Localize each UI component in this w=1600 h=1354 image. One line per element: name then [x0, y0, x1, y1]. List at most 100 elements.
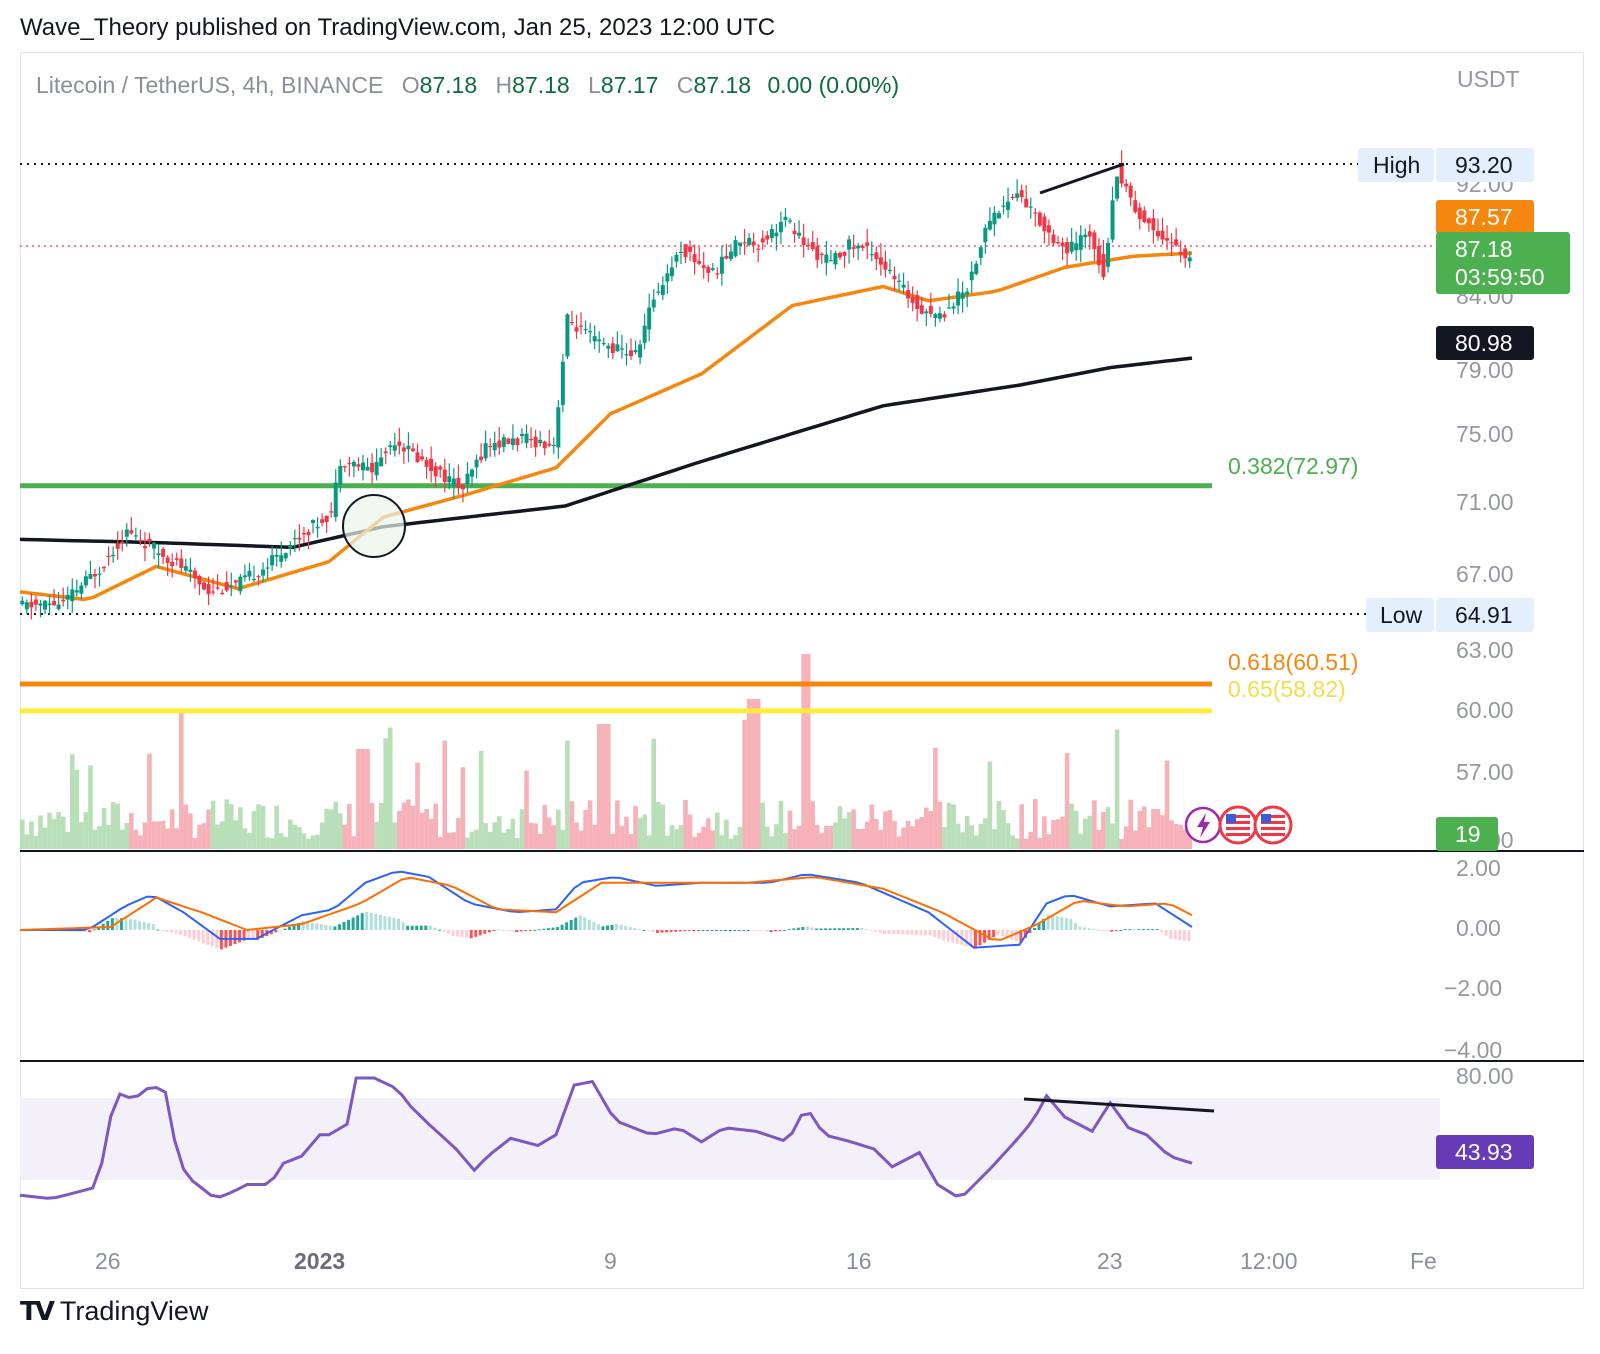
macd-histogram-bar: [88, 930, 92, 933]
us-flag-icon[interactable]: [1218, 805, 1258, 845]
price-trendline[interactable]: [1039, 162, 1125, 195]
macd-histogram-bar: [1096, 929, 1100, 931]
us-flag-icon[interactable]: [1253, 805, 1293, 845]
candle-body: [211, 591, 216, 593]
candle-body: [865, 242, 870, 246]
macd-histogram-bar: [515, 930, 519, 933]
macd-histogram-bar: [260, 930, 264, 938]
fib-layer: 0.382(72.97) 0.618(60.51)0.65(58.82): [20, 453, 1358, 714]
volume-bar: [456, 817, 461, 849]
volume-bar: [792, 829, 797, 849]
macd-histogram-bar: [278, 930, 282, 931]
candle-body: [792, 230, 797, 235]
macd-histogram-bar: [1169, 930, 1173, 939]
volume-bar: [1137, 810, 1143, 849]
macd-histogram-bar: [324, 924, 328, 930]
lightning-icon[interactable]: [1184, 806, 1222, 844]
macd-histogram-bar: [996, 930, 1000, 935]
volume-bar: [333, 801, 339, 849]
macd-histogram-bar: [1014, 930, 1018, 942]
macd-histogram-bar: [1073, 922, 1077, 930]
macd-histogram-bar: [733, 930, 737, 931]
candle-body: [1151, 218, 1156, 231]
rsi-trendline[interactable]: [1023, 1097, 1215, 1113]
candle-body: [501, 437, 506, 447]
macd-histogram-bar: [569, 919, 573, 930]
volume-bar: [964, 816, 970, 849]
volume-bar: [524, 770, 529, 849]
candle-body: [878, 257, 883, 265]
volume-bar: [587, 800, 593, 849]
candle-body: [424, 460, 429, 467]
candle-body: [497, 440, 502, 448]
macd-histogram-bar: [251, 930, 255, 940]
macd-histogram-bar: [415, 925, 419, 930]
candle-body: [978, 247, 983, 258]
volume-bar: [783, 833, 788, 849]
volume-bar: [265, 837, 270, 849]
macd-histogram-bar: [533, 929, 537, 931]
macd-histogram-bar: [306, 921, 310, 930]
macd-histogram-bar: [542, 928, 546, 930]
candle-body: [465, 473, 470, 485]
macd-histogram-bar: [819, 928, 823, 930]
crossover-circle[interactable]: [342, 494, 406, 558]
candle-body: [102, 567, 107, 569]
volume-bar: [487, 831, 493, 849]
macd-histogram-bar: [1128, 929, 1132, 931]
volume-bar: [29, 821, 34, 849]
volume-bar: [147, 753, 152, 849]
volume-bar: [1128, 799, 1134, 849]
volume-bar: [565, 740, 570, 849]
volume-bar: [1069, 803, 1074, 849]
volume-bar: [696, 832, 702, 849]
volume-bar: [306, 838, 311, 849]
macd-histogram-bar: [678, 930, 682, 932]
candle-body: [406, 445, 411, 450]
candle-body: [642, 325, 647, 343]
macd-histogram-bar: [147, 923, 151, 930]
macd-histogram-bar: [451, 930, 455, 936]
volume-bar: [705, 818, 711, 849]
candle-body: [933, 314, 938, 318]
macd-histogram-bar: [837, 928, 841, 930]
close-value: 87.18: [693, 72, 752, 98]
candle-body: [447, 476, 452, 483]
footer-brand[interactable]: TradingView: [59, 1296, 209, 1326]
macd-histogram-bar: [660, 930, 664, 933]
macd-histogram-bar: [83, 930, 87, 933]
candle-body: [810, 242, 815, 250]
candle-body: [847, 239, 852, 250]
candle-body: [733, 240, 738, 257]
macd-histogram-bar: [946, 930, 950, 942]
candle-body: [70, 589, 75, 602]
macd-histogram-bar: [401, 922, 405, 930]
candle-body: [261, 569, 266, 576]
macd-histogram-bar: [955, 930, 959, 944]
volume-bar: [596, 724, 602, 849]
volume-bar: [369, 802, 375, 849]
candle-body: [374, 461, 379, 476]
macd-histogram-bar: [437, 929, 441, 931]
tradingview-logo-icon[interactable]: TV: [20, 1296, 55, 1327]
candle-body: [410, 448, 415, 452]
volume-bar: [615, 800, 620, 849]
volume-bar: [401, 802, 407, 849]
candle-body: [1165, 238, 1170, 241]
volume-bar: [578, 830, 584, 849]
volume-bar: [715, 812, 720, 849]
macd-histogram-bar: [696, 930, 700, 931]
macd-histogram-bar: [642, 930, 646, 931]
candle-body: [274, 554, 279, 557]
macd-histogram-bar: [387, 916, 391, 930]
volume-bar: [737, 826, 743, 849]
candle-body: [338, 466, 343, 485]
candle-body: [1024, 198, 1029, 208]
chart-canvas[interactable]: 0.382(72.97) 0.618(60.51)0.65(58.82) 9 2.0…: [0, 0, 1600, 1290]
macd-histogram-bar: [110, 918, 114, 930]
macd-histogram-bar: [496, 929, 500, 931]
macd-histogram-bar: [151, 924, 155, 930]
candle-body: [1046, 225, 1051, 233]
volume-bar: [910, 826, 915, 849]
volume-bar: [746, 699, 752, 849]
